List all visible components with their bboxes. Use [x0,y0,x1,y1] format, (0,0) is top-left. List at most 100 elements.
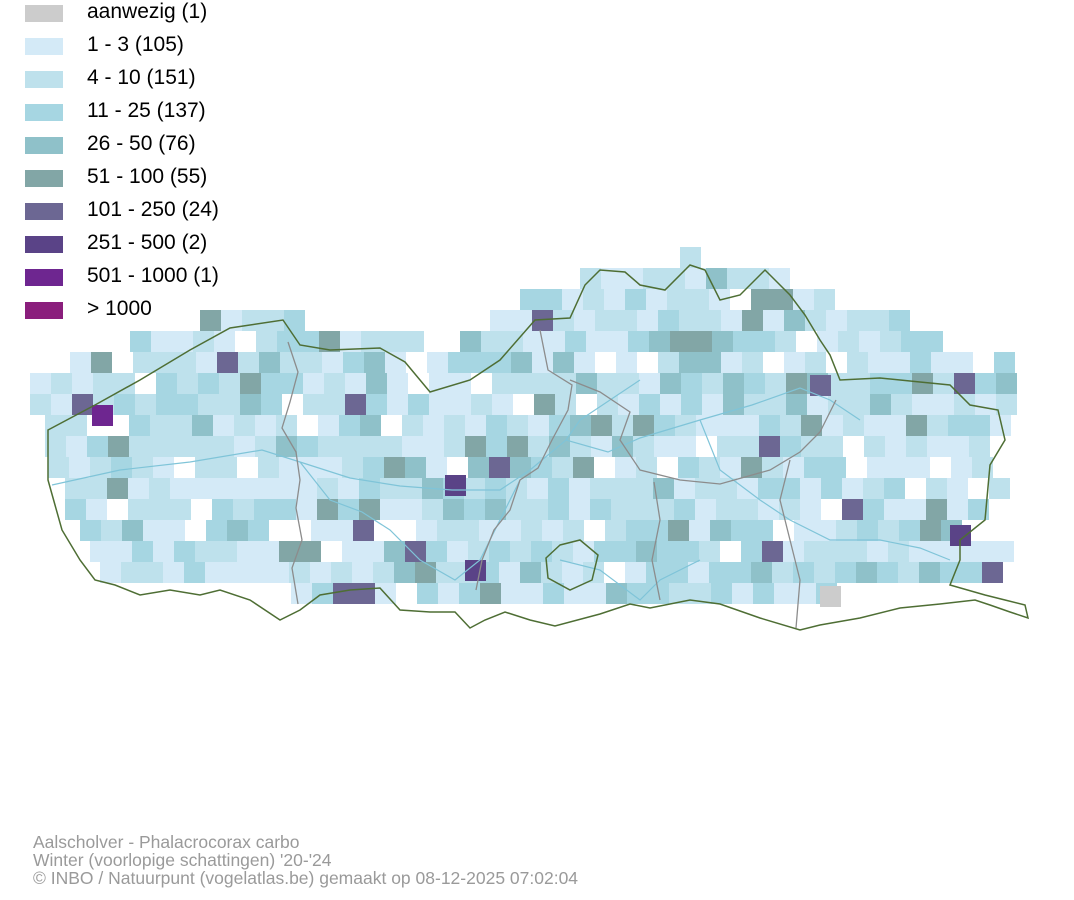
map-cell [322,352,343,373]
map-cell [769,268,790,289]
map-cell [636,541,657,562]
map-cell [899,520,920,541]
map-cell [108,436,129,457]
map-cell [254,499,275,520]
map-cell [65,478,86,499]
map-cell [720,457,741,478]
map-cell [521,520,542,541]
map-cell [45,436,66,457]
map-cell [481,331,502,352]
map-cell [828,373,849,394]
map-cell [564,583,585,604]
map-cell [759,415,780,436]
map-cell [247,562,268,583]
map-cell [489,541,510,562]
map-cell [732,583,753,604]
map-cell [737,499,758,520]
map-cell [889,352,910,373]
map-cell [931,352,952,373]
map-cell [384,541,405,562]
map-cell [352,562,373,583]
map-cell [380,499,401,520]
map-cell [864,415,885,436]
map-cell [738,436,759,457]
map-cell [591,415,612,436]
map-cell [297,436,318,457]
map-cell [107,478,128,499]
map-cell [212,478,233,499]
map-cell [573,541,594,562]
map-cell [324,373,345,394]
map-cell [765,373,786,394]
map-cell [90,541,111,562]
map-cell [905,499,926,520]
map-cell [680,247,701,268]
map-cell [586,331,607,352]
map-cell [618,373,639,394]
map-cell [240,394,261,415]
map-cell [606,583,627,604]
map-cell [242,310,263,331]
map-cell [751,289,772,310]
map-cell [502,331,523,352]
map-cell [65,499,86,520]
map-cell [319,331,340,352]
map-cell [590,499,611,520]
map-cell [553,310,574,331]
map-cell [135,394,156,415]
map-cell [699,541,720,562]
map-cell [510,541,531,562]
map-cell [922,331,943,352]
map-cell [741,541,762,562]
map-cell [447,541,468,562]
map-cell [625,562,646,583]
province-borders [281,329,837,629]
map-cell [416,520,437,541]
map-cell [969,436,990,457]
map-cell [122,520,143,541]
map-cell [192,415,213,436]
map-cell [195,457,216,478]
map-cell [933,394,954,415]
map-cell [910,352,931,373]
map-cell [625,289,646,310]
map-cell [318,415,339,436]
map-cell [402,436,423,457]
map-cell [163,562,184,583]
map-cell [795,583,816,604]
map-cell [528,436,549,457]
map-cell [570,436,591,457]
map-cell [658,310,679,331]
map-cell [711,583,732,604]
map-cell [128,499,149,520]
map-cell [465,415,486,436]
map-cell [423,415,444,436]
map-cell [132,541,153,562]
map-cell [786,394,807,415]
map-cell [716,499,737,520]
map-cell [212,499,233,520]
map-cell [878,520,899,541]
map-cell [919,562,940,583]
map-cell [668,520,689,541]
map-cell [891,373,912,394]
legend-swatch [25,269,63,286]
map-cell [996,373,1017,394]
map-cell [149,478,170,499]
map-cell [716,478,737,499]
map-cell [86,499,107,520]
map-cell [405,457,426,478]
map-cell [51,373,72,394]
legend-swatch [25,203,63,220]
map-cell [261,373,282,394]
map-cell [612,415,633,436]
map-cell [990,415,1011,436]
map-cell [870,373,891,394]
map-cell [340,331,361,352]
map-cell [670,331,691,352]
legend-label: aanwezig (1) [87,0,208,23]
map-cell [912,394,933,415]
map-cell [639,373,660,394]
map-cell [128,478,149,499]
map-cell [793,562,814,583]
